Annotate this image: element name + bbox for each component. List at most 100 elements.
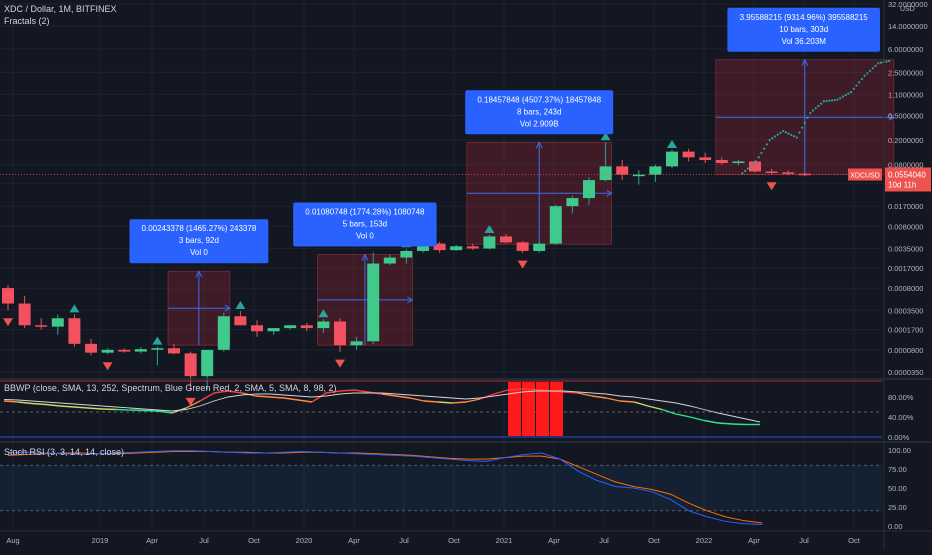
- candle-body: [134, 349, 147, 352]
- candle-body: [682, 151, 695, 158]
- price-tick-label: 0.0003500: [888, 306, 923, 315]
- candle-body: [118, 349, 131, 352]
- measure-arrowhead: [801, 58, 809, 66]
- time-tick-label: Oct: [448, 536, 461, 545]
- candle-body: [417, 243, 429, 251]
- projection-dot: [763, 147, 766, 150]
- projection-dot: [806, 116, 809, 119]
- projection-dot: [855, 84, 858, 87]
- bbwp-line-segment: [507, 388, 523, 391]
- bbwp-line-segment: [479, 393, 495, 400]
- measure-label-text: Vol 0: [190, 248, 208, 257]
- projection-dot: [847, 92, 850, 95]
- measure-label-box: [465, 90, 614, 135]
- bbwp-line-segment: [227, 390, 243, 394]
- measure-label-text: 0.00243378 (1465.27%) 243378: [142, 224, 257, 233]
- current-price-value: 0.0554040: [888, 170, 926, 179]
- candle-body: [500, 236, 512, 243]
- candle-body: [317, 321, 330, 329]
- candle-body: [649, 166, 662, 175]
- time-tick-label: 2020: [296, 536, 313, 545]
- stoch-tick-label: 0.00: [888, 522, 903, 531]
- measure-label-text: 0.01080748 (1774.28%) 1080748: [305, 208, 425, 217]
- projection-dot: [820, 102, 823, 105]
- projection-dot: [776, 133, 779, 136]
- candle-body: [632, 174, 645, 177]
- bbwp-tick-label: 0.00%: [888, 433, 910, 442]
- bbwp-line-segment: [199, 392, 215, 402]
- measure-label-text: Vol 0: [356, 232, 374, 241]
- candle-body: [18, 303, 31, 326]
- bbwp-title[interactable]: BBWP (close, SMA, 13, 252, Spectrum, Blu…: [4, 383, 337, 393]
- fractal-up-marker: [484, 224, 495, 233]
- measure-label-text: 10 bars, 303d: [779, 25, 828, 34]
- current-price-countdown: 10d 11h: [888, 180, 916, 189]
- time-tick-label: Oct: [848, 536, 861, 545]
- candle-body: [51, 318, 64, 327]
- bbwp-line-segment: [731, 423, 747, 426]
- projection-dot: [817, 104, 820, 108]
- candle-body: [350, 341, 363, 346]
- bbwp-line-segment: [717, 422, 733, 425]
- price-tick-label: 0.0008000: [888, 284, 923, 293]
- bbwp-pane: 80.00% 40.00% 0.00%: [0, 380, 914, 442]
- price-tick-label: 0.5000000: [888, 112, 923, 121]
- bbwp-line-segment: [661, 408, 677, 415]
- symbol-title[interactable]: XDC / Dollar, 1M, BITFINEX: [4, 4, 117, 14]
- candle-body: [68, 318, 81, 344]
- bbwp-line-segment: [45, 403, 61, 407]
- bbwp-line-segment: [423, 400, 439, 403]
- candle-body: [251, 325, 263, 332]
- stoch-d-line: [7, 451, 763, 524]
- measure-arrowhead-h: [407, 296, 414, 304]
- candle-body: [533, 243, 546, 251]
- candle-body: [616, 166, 629, 175]
- current-price-tag: [885, 167, 931, 192]
- candle-body: [433, 243, 446, 251]
- time-tick-label: Oct: [648, 536, 661, 545]
- price-tick-label: 6.0000000: [888, 45, 923, 54]
- bbwp-line-segment: [675, 413, 691, 418]
- price-tick-label: 0.0800000: [888, 161, 923, 170]
- candle-body: [599, 166, 612, 181]
- stoch-k-line: [7, 450, 763, 525]
- bbwp-line-segment: [633, 401, 649, 407]
- projection-dot: [830, 99, 834, 102]
- time-tick-label: Aug: [6, 536, 19, 545]
- candle-body: [383, 257, 396, 264]
- measure-labels-layer: 0.00243378 (1465.27%) 243378 3 bars, 92d V…: [129, 7, 880, 264]
- measure-arrowhead-h: [224, 304, 231, 312]
- candle-body: [450, 246, 463, 251]
- bbwp-line-segment: [101, 408, 117, 411]
- candle-body: [566, 198, 579, 207]
- bbwp-line-segment: [563, 391, 579, 394]
- fractal-down-marker: [3, 318, 13, 327]
- candle-body: [549, 206, 562, 244]
- projection-dot: [849, 90, 853, 94]
- time-tick-label: Apr: [548, 536, 560, 545]
- projection-dot: [822, 100, 825, 103]
- price-tick-label: 0.0080000: [888, 222, 923, 231]
- bbwp-line-segment: [647, 405, 663, 411]
- measure-arrowhead: [361, 253, 369, 261]
- measure-label-text: 8 bars, 243d: [517, 107, 561, 116]
- price-tick-label: 0.0035000: [888, 245, 923, 254]
- projection-dot: [866, 72, 869, 75]
- bbwp-line-segment: [381, 393, 397, 397]
- time-tick-label: Jul: [399, 536, 409, 545]
- price-tick-label: 14.0000000: [888, 22, 928, 31]
- projection-dot: [844, 94, 847, 97]
- measure-label-text: Vol 36.203M: [781, 37, 826, 46]
- candle-body: [267, 328, 280, 332]
- projection-dot: [839, 97, 842, 100]
- stoch-tick-label: 100.00: [888, 446, 911, 455]
- projection-dot: [879, 61, 883, 64]
- candle-body: [516, 242, 529, 251]
- bbwp-line-segment: [577, 392, 593, 397]
- stoch-rsi-title[interactable]: Stoch RSI (3, 3, 14, 14, close): [4, 447, 125, 457]
- indicator-fractals-title[interactable]: Fractals (2): [4, 16, 50, 26]
- candle-body: [217, 316, 230, 350]
- time-tick-label: Apr: [146, 536, 158, 545]
